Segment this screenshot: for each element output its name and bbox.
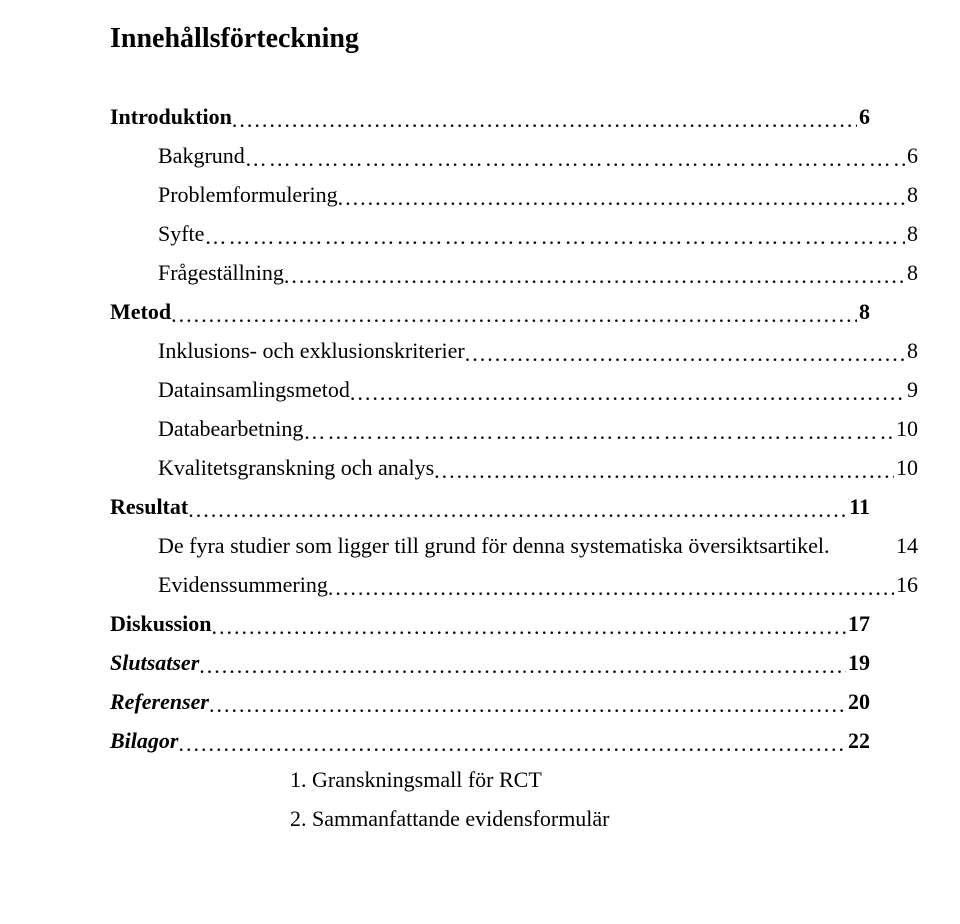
toc-label: Inklusions- och exklusionskriterier <box>158 334 465 367</box>
document-page: Innehållsförteckning Introduktion.......… <box>0 0 960 924</box>
toc-leader: ........................................… <box>284 259 905 292</box>
toc-page-number: 8 <box>857 295 870 328</box>
toc-entry-datainsam: Datainsamlingsmetod.....................… <box>110 373 918 406</box>
toc-page-number: 9 <box>905 373 918 406</box>
toc-label: Introduktion <box>110 100 232 133</box>
toc-entry-bil-1: 1. Granskningsmall för RCT <box>110 763 870 796</box>
toc-leader: ........................................… <box>434 454 894 487</box>
toc-page-number: 8 <box>905 334 918 367</box>
toc-page-number: 16 <box>894 568 918 601</box>
toc-leader: ........................................… <box>350 376 905 409</box>
toc-label: Problemformulering <box>158 178 338 211</box>
toc-entry-databearb: Databearbetning…………………………………………………………………… <box>110 412 918 445</box>
table-of-contents: Introduktion............................… <box>110 100 870 835</box>
toc-page-number: 10 <box>894 451 918 484</box>
toc-page-number: 17 <box>846 607 870 640</box>
toc-page-number: 8 <box>905 256 918 289</box>
toc-leader: …………………………………………………………………………………………………………… <box>303 415 894 448</box>
toc-page-number: 6 <box>857 100 870 133</box>
toc-entry-fraga: Frågeställning..........................… <box>110 256 918 289</box>
toc-page-number: 8 <box>905 178 918 211</box>
toc-label: Databearbetning <box>158 412 303 445</box>
toc-label: Bilagor <box>110 724 178 757</box>
toc-page-number: 20 <box>846 685 870 718</box>
toc-label: Resultat <box>110 490 188 523</box>
toc-label: Referenser <box>110 685 209 718</box>
toc-leader: …………………………………………………………………………………………………………… <box>204 220 905 253</box>
toc-label: 2. Sammanfattande evidensformulär <box>290 806 610 831</box>
toc-page-number: 19 <box>846 646 870 679</box>
toc-label: Diskussion <box>110 607 212 640</box>
toc-page-number: 11 <box>847 490 870 523</box>
toc-label: Metod <box>110 295 171 328</box>
toc-entry-referenser: Referenser..............................… <box>110 685 870 718</box>
toc-label: Slutsatser <box>110 646 199 679</box>
toc-page-number: 8 <box>905 217 918 250</box>
toc-leader: ........................................… <box>212 610 846 643</box>
toc-entry-metod: Metod...................................… <box>110 295 870 328</box>
toc-entry-slutsatser: Slutsatser..............................… <box>110 646 870 679</box>
toc-entry-bilagor: Bilagor.................................… <box>110 724 870 757</box>
toc-page-number: 22 <box>846 724 870 757</box>
toc-label: Kvalitetsgranskning och analys <box>158 451 434 484</box>
toc-page-number: 14 <box>894 529 918 562</box>
toc-entry-intro: Introduktion............................… <box>110 100 870 133</box>
toc-leader: ........................................… <box>188 493 847 526</box>
toc-entry-kvalgr: Kvalitetsgranskning och analys..........… <box>110 451 918 484</box>
toc-label: Syfte <box>158 217 204 250</box>
toc-label: Evidenssummering <box>158 568 328 601</box>
toc-page-number: 10 <box>894 412 918 445</box>
toc-leader: ........................................… <box>465 337 905 370</box>
toc-entry-diskussion: Diskussion..............................… <box>110 607 870 640</box>
page-title: Innehållsförteckning <box>110 18 870 60</box>
toc-label: Datainsamlingsmetod <box>158 373 350 406</box>
toc-label: 1. Granskningsmall för RCT <box>290 767 542 792</box>
toc-leader: ........................................… <box>338 181 905 214</box>
toc-entry-syfte: Syfte……………………………………………………………………………………………… <box>110 217 918 250</box>
toc-page-number: 6 <box>905 139 918 172</box>
toc-entry-problem: Problemformulering......................… <box>110 178 918 211</box>
toc-leader: ........................................… <box>199 649 846 682</box>
toc-entry-resultat: Resultat................................… <box>110 490 870 523</box>
toc-leader: …………………………………………………………………………………………………………… <box>245 142 905 175</box>
toc-label: Bakgrund <box>158 139 245 172</box>
toc-leader: ........................................… <box>209 688 846 721</box>
toc-entry-ink-exk: Inklusions- och exklusionskriterier.....… <box>110 334 918 367</box>
toc-leader: ........................................… <box>178 727 846 760</box>
toc-entry-evidens: Evidenssummering........................… <box>110 568 918 601</box>
toc-entry-bakgrund: Bakgrund……………………………………………………………………………………… <box>110 139 918 172</box>
toc-leader: ........................................… <box>232 103 857 136</box>
toc-entry-studier: De fyra studier som ligger till grund fö… <box>110 529 918 562</box>
toc-label: Frågeställning <box>158 256 284 289</box>
toc-leader: ........................................… <box>328 571 894 604</box>
toc-leader: ........................................… <box>171 298 857 331</box>
toc-label: De fyra studier som ligger till grund fö… <box>158 529 829 562</box>
toc-entry-bil-2: 2. Sammanfattande evidensformulär <box>110 802 870 835</box>
